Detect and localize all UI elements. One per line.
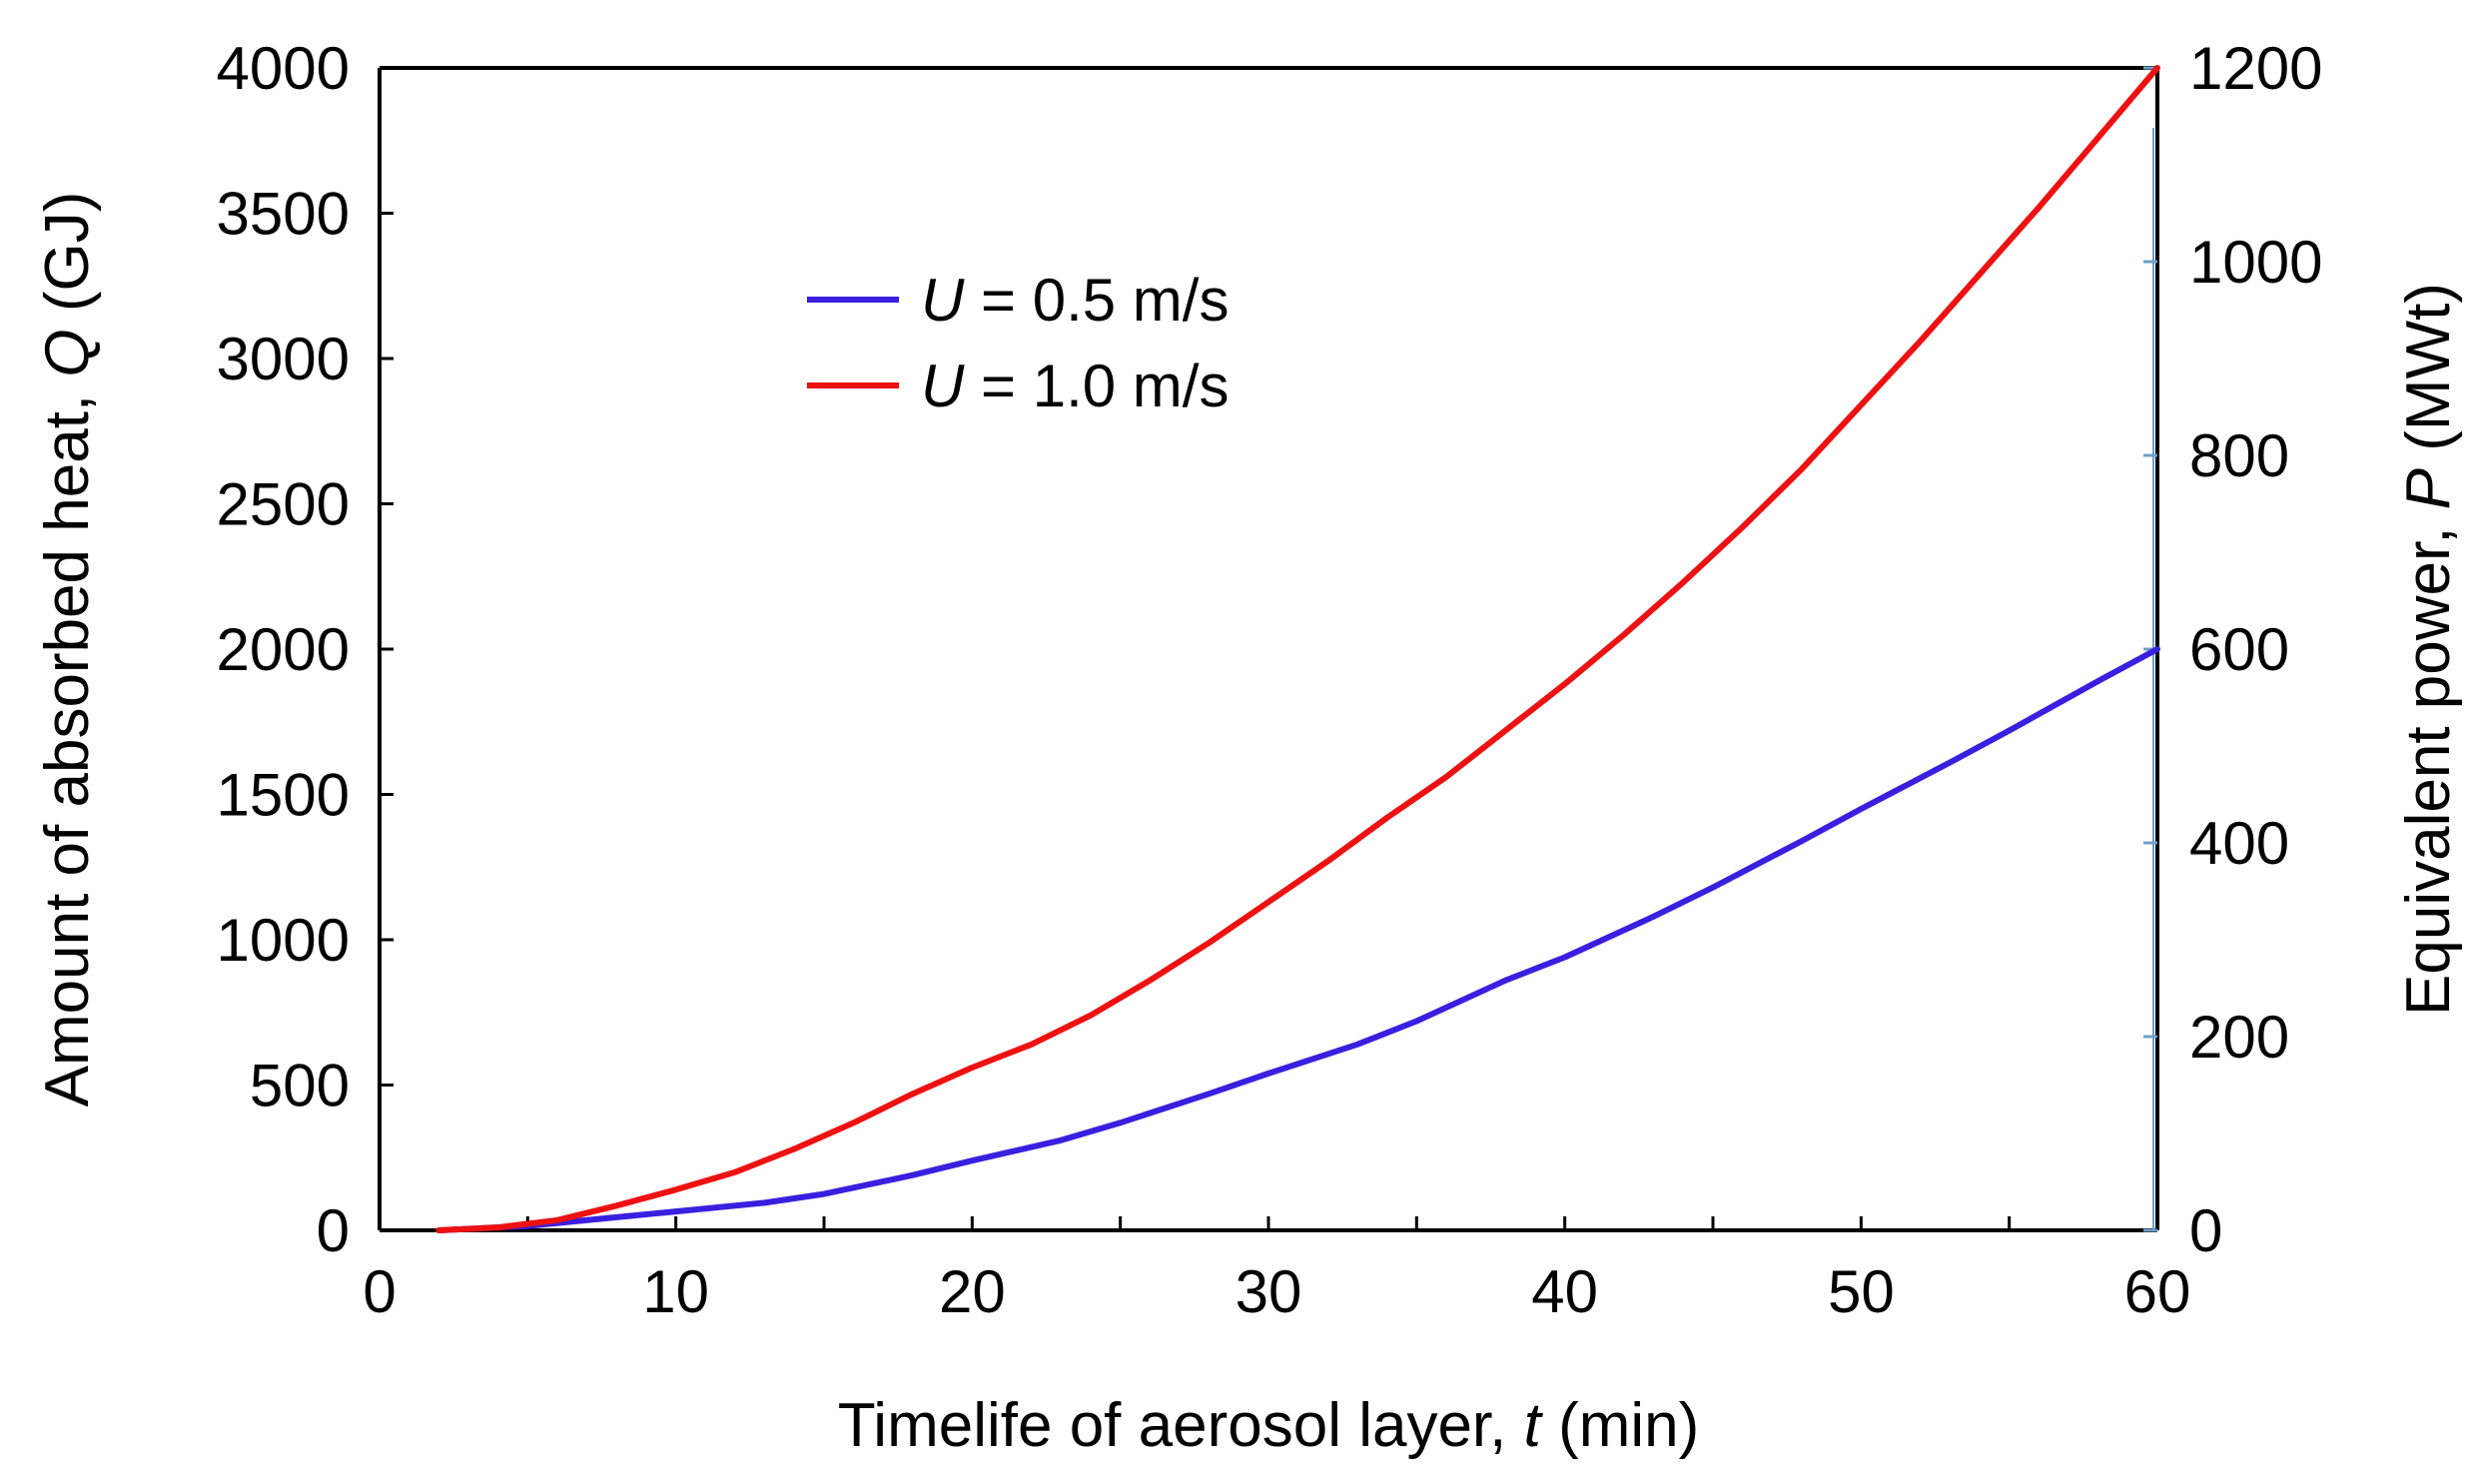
y-axis-title: Amount of absorbed heat, Q (GJ): [33, 192, 102, 1108]
y2-tick-label: 400: [2189, 810, 2289, 877]
y2-tick-label: 0: [2189, 1197, 2222, 1264]
series-line-2: [435, 65, 2160, 1233]
y-tick-label: 2000: [217, 616, 350, 683]
x-tick-label: 30: [1236, 1258, 1302, 1325]
legend: U = 0.5 m/s U = 1.0 m/s: [807, 267, 1229, 419]
y2-tick-label: 200: [2189, 1004, 2289, 1071]
y-tick-label: 4000: [217, 35, 350, 102]
x-tick-label: 60: [2124, 1258, 2191, 1325]
x-tick-label: 10: [642, 1258, 709, 1325]
y-tick-label: 3500: [217, 181, 350, 248]
legend-label-1: U = 0.5 m/s: [921, 267, 1229, 334]
axes: 0 10 20 30 40 50 60050010001500200025003000350…: [217, 35, 2323, 1325]
x-axis-title: Timelife of aerosol layer, t (min): [838, 1391, 1700, 1460]
series-layer: [435, 65, 2160, 1233]
y2-tick-label: 600: [2189, 616, 2289, 683]
y2-tick-label: 800: [2189, 422, 2289, 489]
series-line-1: [435, 646, 2160, 1233]
y-tick-label: 3000: [217, 326, 350, 392]
y-tick-label: 500: [250, 1053, 350, 1119]
axis-titles: Timelife of aerosol layer, t (min) Amount…: [33, 192, 2463, 1460]
x-tick-label: 50: [1828, 1258, 1895, 1325]
x-tick-label: 20: [939, 1258, 1006, 1325]
y-tick-label: 1500: [217, 762, 350, 829]
legend-label-2: U = 1.0 m/s: [921, 353, 1229, 419]
y-tick-label: 2500: [217, 471, 350, 538]
y-tick-label: 1000: [217, 907, 350, 974]
y2-tick-label: 1000: [2189, 229, 2322, 296]
y-tick-label: 0: [317, 1197, 350, 1264]
x-tick-label: 0: [363, 1258, 396, 1325]
x-tick-label: 40: [1531, 1258, 1598, 1325]
y2-axis-title: Equivalent power, P (MWt): [2394, 283, 2463, 1016]
y2-tick-label: 1200: [2189, 35, 2322, 102]
